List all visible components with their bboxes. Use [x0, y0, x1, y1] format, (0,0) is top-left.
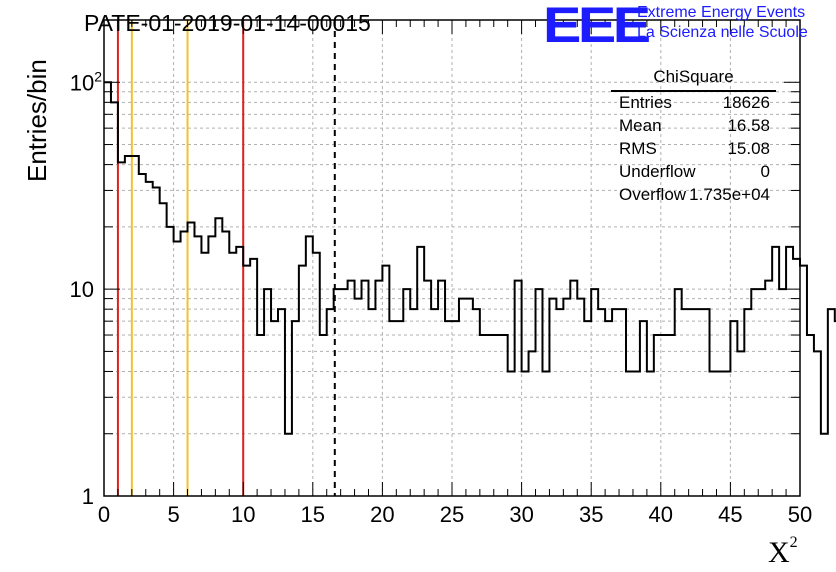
stats-row-mean: Mean 16.58	[619, 116, 770, 138]
stats-value: 18626	[722, 93, 770, 112]
x-tick-label: 5	[167, 502, 179, 527]
x-tick-label: 20	[370, 502, 394, 527]
stats-value: 0	[760, 162, 770, 181]
x-tick-label: 50	[788, 502, 812, 527]
marker-lines	[116, 20, 336, 496]
x-tick-label: 25	[440, 502, 464, 527]
x-axis-label-exponent: 2	[789, 534, 798, 551]
stats-key: Underflow	[619, 162, 696, 181]
axis-ticks	[103, 19, 801, 497]
logo-line-2: La Scienza nelle Scuole	[637, 24, 808, 41]
stats-box: ChiSquare Entries 18626 Mean 16.58 RMS 1…	[611, 67, 776, 207]
stats-value: 16.58	[727, 116, 770, 135]
y-tick-label: 102	[70, 68, 102, 95]
grid-lines	[104, 19, 800, 496]
stats-row-rms: RMS 15.08	[619, 139, 770, 161]
y-tick-label: 1	[82, 484, 94, 509]
stats-value: 1.735e+04	[689, 185, 770, 204]
stats-row-underflow: Underflow 0	[619, 162, 770, 184]
y-axis-label: Entries/bin	[22, 59, 52, 182]
eee-logo: EEE	[543, 0, 651, 53]
stats-divider	[611, 90, 776, 92]
chart-title: PATE-01-2019-01-14-00015	[84, 10, 371, 36]
x-tick-label: 35	[579, 502, 603, 527]
stats-row-overflow: Overflow 1.735e+04	[619, 185, 770, 207]
x-tick-label: 40	[649, 502, 673, 527]
x-axis-label: X2	[768, 534, 798, 569]
x-tick-label: 30	[509, 502, 533, 527]
x-tick-label: 0	[98, 502, 110, 527]
logo-line-1: Extreme Energy Events	[637, 4, 806, 21]
stats-row-entries: Entries 18626	[619, 93, 770, 115]
stats-value: 15.08	[727, 139, 770, 158]
x-tick-label: 15	[301, 502, 325, 527]
x-tick-label: 10	[231, 502, 255, 527]
stats-key: Overflow	[619, 185, 687, 204]
histogram-line	[104, 81, 836, 435]
axis-tick-labels: 0 5 10 15 20 25 30 35 40 45 50 1 10 102	[70, 68, 813, 527]
stats-key: Mean	[619, 116, 662, 135]
stats-key: Entries	[619, 93, 672, 112]
stats-title: ChiSquare	[653, 67, 734, 86]
y-tick-label: 10	[70, 277, 94, 302]
stats-key: RMS	[619, 139, 657, 158]
x-tick-label: 45	[718, 502, 742, 527]
